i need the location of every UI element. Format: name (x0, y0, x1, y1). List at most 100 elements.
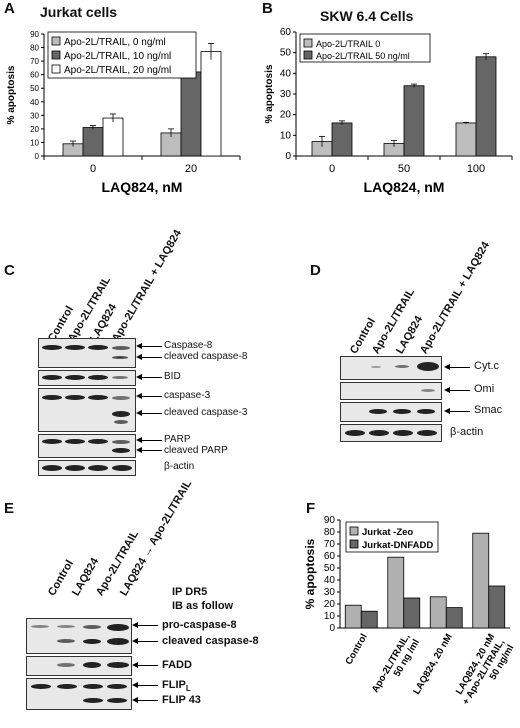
y-tick-label: 20 (30, 125, 39, 134)
y-tick-label: 60 (280, 27, 292, 38)
y-tick-label: 90 (324, 515, 336, 526)
chart-b: 0 10 20 30 40 50 60 % apoptosis 0 50 100 LAQ824, nM… (264, 27, 513, 195)
legend-swatch (303, 38, 313, 48)
blot-c-parp (38, 434, 136, 458)
y-tick-label: 30 (280, 89, 292, 100)
arrow-c-cl-casp3 (136, 410, 162, 416)
y-tick-label: 40 (280, 68, 292, 79)
arrow-c-cl-parp (136, 447, 162, 453)
legend-swatch (51, 50, 61, 60)
y-axis-label: % apoptosis (303, 538, 317, 609)
label-cleaved-caspase8: cleaved caspase-8 (164, 351, 248, 362)
legend-entry: Apo-2L/TRAIL 50 ng/ml (316, 51, 410, 61)
note-ib: IB as follow (172, 600, 234, 612)
note-ip: IP DR5 (172, 586, 208, 598)
label-smac: Smac (474, 404, 503, 416)
label-caspase8: Caspase-8 (164, 340, 213, 351)
label-actin-c: β-actin (164, 461, 195, 472)
y-tick-label: 60 (324, 551, 336, 562)
panel-letter-c: C (4, 262, 15, 279)
y-tick-label: 10 (280, 130, 292, 141)
legend-box (47, 31, 197, 79)
bar (445, 607, 463, 629)
label-cleaved-parp: cleaved PARP (164, 445, 228, 456)
label-omi: Omi (474, 383, 495, 395)
legend-swatch (51, 64, 61, 74)
y-tick-label: 40 (324, 575, 336, 586)
label-flip: FLIPL (162, 679, 191, 694)
legend-entry: Apo-2L/TRAIL, 0 ng/ml (64, 37, 166, 48)
blot-c-caspase8 (38, 338, 136, 368)
y-tick-label: 0 (35, 152, 40, 161)
label-cytc: Cyt.c (474, 360, 500, 372)
blot-d-smac (340, 402, 442, 422)
legend-entry: Apo-2L/TRAIL, 20 ng/ml (64, 65, 171, 76)
arrow-e-flip43 (132, 697, 158, 703)
x-axis-label: LAQ824, nM (364, 179, 445, 195)
blot-e-caspase8 (26, 618, 132, 654)
bar (180, 71, 202, 157)
legend-entry: Jurkat -Zeo (362, 527, 413, 538)
panel-letter-d: D (310, 262, 321, 279)
panel-letter-e: E (4, 500, 15, 517)
x-tick-label: 100 (467, 163, 485, 175)
blot-c-actin (38, 460, 136, 476)
bar (488, 585, 506, 629)
arrow-d-cytc (444, 364, 470, 370)
bar (82, 127, 104, 157)
legend-swatch (349, 539, 359, 549)
y-tick-label: 50 (324, 563, 336, 574)
x-tick-label: 0 (329, 163, 335, 175)
legend-swatch (349, 526, 359, 536)
blot-e-fadd (26, 656, 132, 676)
y-tick-label: 20 (280, 110, 292, 121)
bar (200, 51, 222, 157)
label-flip43: FLIP 43 (162, 694, 201, 706)
x-tick-label: 50 (398, 163, 410, 175)
label-parp: PARP (164, 434, 191, 445)
y-tick-label: 60 (30, 71, 39, 80)
arrow-d-omi (444, 387, 470, 393)
bar (455, 122, 477, 157)
blot-c-caspase3 (38, 388, 136, 432)
blot-d-omi (340, 382, 442, 400)
label-cleaved-caspase3: cleaved caspase-3 (164, 407, 248, 418)
blot-c-lane-combo: Apo-2L/TRAIL + LAQ824 (110, 227, 185, 344)
x-tick-label: 0 (90, 163, 96, 175)
bar (403, 85, 425, 157)
legend-entry: Jurkat-DNFADD (362, 540, 433, 551)
y-tick-label: 20 (324, 599, 336, 610)
y-tick-label: 0 (285, 151, 291, 162)
y-tick-label: 70 (30, 57, 39, 66)
arrow-e-flip (132, 682, 158, 688)
y-tick-label: 80 (324, 527, 336, 538)
arrow-c-casp3 (136, 393, 162, 399)
legend-box (345, 521, 439, 553)
panel-letter-a: A (4, 0, 15, 17)
arrow-e-procasp8 (132, 622, 158, 628)
x-tick-label: Control (343, 632, 369, 667)
arrow-d-smac (444, 408, 470, 414)
arrow-e-fadd (132, 662, 158, 668)
label-actin-d: β-actin (450, 426, 484, 438)
y-tick-label: 70 (324, 539, 336, 550)
chart-a-title: Jurkat cells (40, 4, 118, 20)
y-tick-label: 80 (30, 44, 39, 53)
x-axis-label: LAQ824, nM (102, 179, 183, 195)
bar (429, 596, 447, 629)
blot-d-cytc (340, 356, 442, 380)
bar (475, 56, 497, 157)
y-tick-label: 0 (329, 623, 335, 634)
legend-entry: Apo-2L/TRAIL 0 (316, 39, 380, 49)
blot-d-lane-combo: Apo-2L/TRAIL + LAQ824 (418, 239, 493, 356)
blot-d-actin (340, 424, 442, 442)
legend-swatch (51, 36, 61, 46)
label-e-cleaved-caspase8: cleaved caspase-8 (162, 635, 259, 647)
bar (360, 610, 378, 629)
y-tick-label: 10 (30, 138, 39, 147)
legend-swatch (303, 50, 313, 60)
arrow-c-casp8 (136, 343, 162, 349)
blot-c-bid (38, 370, 136, 386)
panel-letter-b: B (262, 0, 273, 17)
